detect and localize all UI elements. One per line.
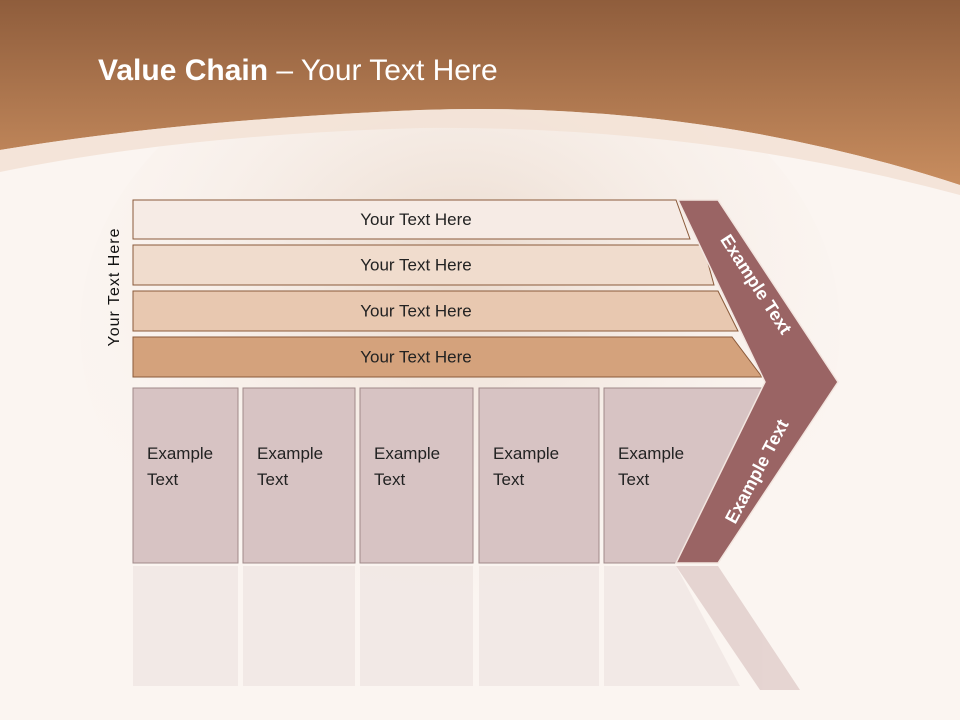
primary-column (478, 387, 600, 564)
column-label-line1: Example (374, 444, 440, 463)
title-bold: Value Chain (98, 54, 269, 87)
primary-column (242, 387, 356, 564)
header-band (0, 0, 960, 185)
side-label: Your Text Here (106, 228, 123, 347)
support-bar (132, 199, 691, 240)
support-bar-label: Your Text Here (360, 210, 472, 229)
column-label-line1: Example (257, 444, 323, 463)
column-label-line2: Text (618, 470, 649, 489)
support-bar (132, 290, 739, 332)
column-label-line2: Text (374, 470, 405, 489)
header-curve (0, 108, 960, 195)
margin-chevron (674, 199, 839, 564)
primary-column (132, 387, 239, 564)
support-activities: Your Text Here Your Text Here Your Text He… (132, 199, 763, 378)
column-label-line1: Example (618, 444, 684, 463)
slide-title: Value Chain – Your Text Here (98, 54, 498, 88)
primary-column (359, 387, 474, 564)
column-label-line1: Example (147, 444, 213, 463)
reflection (133, 566, 800, 690)
column-label-line2: Text (257, 470, 288, 489)
column-label-line1: Example (493, 444, 559, 463)
column-label-line2: Text (147, 470, 178, 489)
support-bar-label: Your Text Here (360, 255, 472, 274)
support-bar (132, 244, 715, 286)
title-rest: – Your Text Here (268, 54, 498, 87)
column-label-line2: Text (493, 470, 524, 489)
primary-activities: Example Text Example Text Example Text Example… (132, 387, 763, 564)
support-bar-label: Your Text Here (360, 301, 472, 320)
support-bar-label: Your Text Here (360, 347, 472, 366)
